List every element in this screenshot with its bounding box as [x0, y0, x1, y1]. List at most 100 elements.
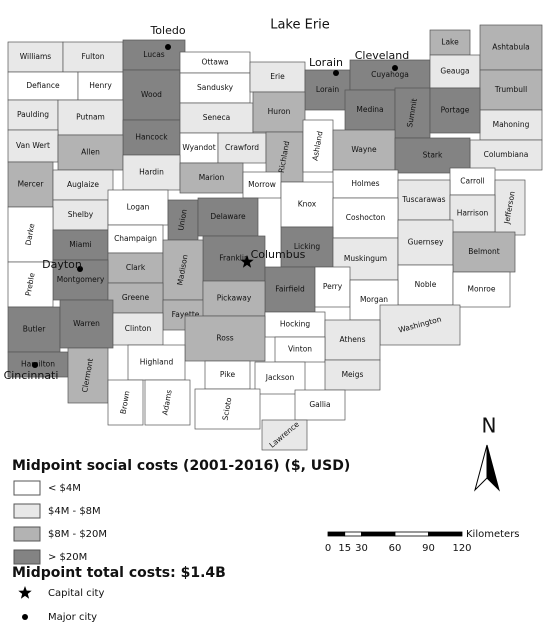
county	[261, 419, 308, 451]
county-label: Pike	[220, 370, 236, 379]
scale-segment	[394, 531, 429, 537]
city-label: Toledo	[149, 24, 185, 37]
cities: Toledo Lorain Cleveland Columbus Dayton Cinci…	[4, 24, 410, 382]
county	[122, 154, 181, 191]
county-label: Noble	[415, 280, 437, 289]
county	[314, 266, 351, 308]
county-label: Gallia	[309, 400, 330, 409]
county-label: Pickaway	[217, 294, 252, 303]
county	[449, 194, 496, 233]
lake-label: Lake Erie	[270, 18, 330, 33]
county	[107, 379, 144, 426]
county-label: Fairfield	[275, 285, 305, 294]
county	[379, 304, 461, 346]
county	[204, 360, 251, 390]
county-label: Athens	[340, 335, 366, 344]
city-marker	[32, 362, 38, 368]
county-label: Mercer	[18, 180, 45, 189]
county-label: Hocking	[280, 320, 311, 329]
county	[249, 61, 306, 93]
legend-label: < $4M	[48, 483, 81, 494]
county-label: Ottawa	[201, 58, 228, 67]
county-label: Preble	[24, 272, 37, 297]
scale-segment	[428, 531, 463, 537]
county	[179, 102, 254, 134]
county-label: Champaign	[114, 234, 157, 243]
county-label: Wayne	[351, 145, 377, 154]
county	[57, 134, 124, 171]
county	[122, 39, 186, 71]
county	[264, 266, 316, 313]
county	[7, 261, 54, 308]
county-label: Coshocton	[346, 213, 386, 222]
county-label: Jackson	[265, 373, 295, 382]
county-label: Lucas	[143, 50, 165, 59]
county	[52, 169, 114, 201]
county	[162, 239, 204, 301]
county-label: Harrison	[457, 209, 489, 218]
county	[7, 129, 59, 163]
county-label: Shelby	[68, 210, 94, 219]
county-label: Crawford	[225, 143, 259, 152]
county	[429, 54, 481, 89]
legend-swatch	[13, 549, 41, 565]
scale-tick-label: 30	[355, 543, 368, 554]
county-label: Defiance	[26, 81, 60, 90]
county-label: Perry	[323, 282, 343, 291]
county-label: Tuscarawas	[401, 195, 445, 204]
county-label: Lake	[441, 38, 459, 47]
capital-marker	[18, 586, 32, 599]
city-label: Columbus	[251, 248, 306, 261]
legend-title: Midpoint social costs (2001-2016) ($, US…	[12, 458, 350, 474]
county-label: Adams	[160, 389, 173, 416]
legend: < $4M $4M - $8M $8M - $20M > $20M Capital ci…	[13, 480, 107, 623]
county	[280, 181, 334, 228]
scale-tick-label: 60	[389, 543, 402, 554]
county	[62, 41, 124, 73]
county	[7, 206, 54, 263]
county	[202, 235, 266, 282]
county-label: Muskingum	[344, 254, 387, 263]
legend-symbol-label: Major city	[48, 612, 97, 623]
county-label: Auglaize	[67, 180, 99, 189]
county	[280, 226, 334, 268]
county-label: Belmont	[468, 247, 499, 256]
county	[304, 69, 351, 111]
county-label: Butler	[23, 325, 47, 334]
county-label: Henry	[89, 81, 112, 90]
city-label: Dayton	[42, 258, 82, 271]
county	[479, 109, 543, 141]
county	[349, 59, 431, 91]
county-label: Trumbull	[494, 85, 527, 94]
county-label: Guernsey	[408, 238, 444, 247]
county-label: Delaware	[210, 212, 246, 221]
county	[217, 132, 267, 164]
scale-tick-label: 120	[452, 543, 471, 554]
county	[7, 351, 69, 378]
county-label: Hardin	[139, 168, 164, 177]
legend-label: $4M - $8M	[48, 506, 101, 517]
county	[394, 87, 431, 139]
scale-segment	[344, 531, 362, 537]
county	[274, 336, 326, 363]
city-marker	[392, 65, 398, 71]
county-label: Cuyahoga	[371, 70, 409, 79]
county	[52, 229, 109, 261]
county-label: Marion	[199, 173, 225, 182]
county	[479, 24, 543, 71]
county	[302, 119, 334, 173]
city-marker	[77, 266, 83, 272]
county	[332, 169, 399, 199]
county-label: Greene	[122, 293, 150, 302]
county	[184, 315, 266, 362]
county	[7, 306, 61, 353]
county-label: Geauga	[440, 67, 469, 76]
county	[254, 361, 306, 395]
county	[122, 69, 181, 121]
county	[107, 282, 164, 314]
county	[107, 224, 164, 254]
county	[7, 41, 64, 73]
county-label: Monroe	[468, 285, 496, 294]
legend-swatch	[13, 526, 41, 542]
